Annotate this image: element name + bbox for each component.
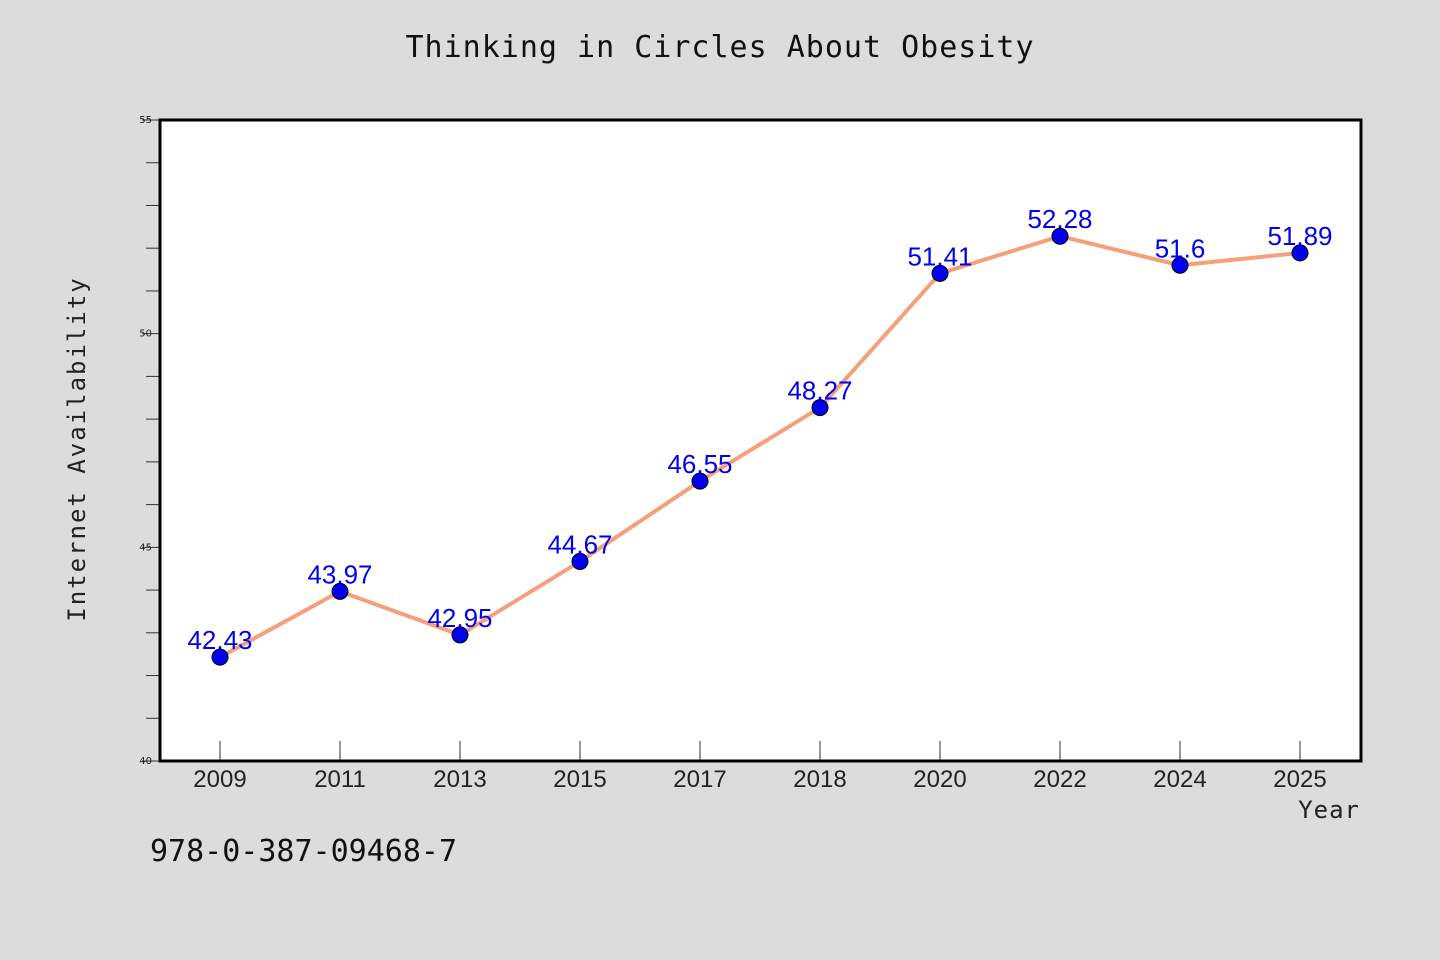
x-axis-label: Year — [1298, 796, 1360, 824]
y-tick-label: 50 — [139, 329, 152, 340]
data-point — [931, 264, 949, 282]
data-point — [571, 552, 589, 570]
x-tick-label: 2022 — [1033, 766, 1086, 793]
data-point — [211, 648, 229, 666]
plot-area — [160, 120, 1361, 761]
data-point — [1291, 244, 1309, 262]
data-label: 48.27 — [787, 376, 852, 406]
x-tick-label: 2015 — [553, 766, 606, 793]
data-label: 51.6 — [1155, 233, 1206, 263]
chart-title: Thinking in Circles About Obesity — [405, 30, 1035, 65]
x-tick-label: 2020 — [913, 766, 966, 793]
data-point — [451, 626, 469, 644]
data-label: 42.43 — [187, 625, 252, 655]
y-tick-label: 45 — [139, 542, 152, 553]
x-tick-label: 2011 — [314, 766, 366, 793]
data-point — [811, 399, 829, 417]
data-label: 46.55 — [667, 449, 732, 479]
x-tick-label: 2009 — [193, 766, 246, 793]
y-tick-label: 55 — [139, 115, 152, 126]
data-label: 52.28 — [1027, 204, 1092, 234]
data-label: 42.95 — [427, 603, 492, 633]
data-label: 51.41 — [907, 241, 972, 271]
x-tick-label: 2017 — [673, 766, 726, 793]
data-point — [331, 582, 349, 600]
plot-frame — [158, 118, 1363, 763]
x-tick-label: 2025 — [1273, 766, 1326, 793]
x-tick-label: 2013 — [433, 766, 486, 793]
data-label: 43.97 — [307, 559, 372, 589]
x-tick-label: 2018 — [793, 766, 846, 793]
y-tick-label: 40 — [139, 756, 152, 767]
y-axis-label: Internet Availability — [63, 276, 91, 622]
isbn-text: 978-0-387-09468-7 — [150, 834, 458, 869]
data-point — [691, 472, 709, 490]
data-label: 44.67 — [547, 529, 612, 559]
data-label: 51.89 — [1267, 221, 1332, 251]
data-point — [1051, 227, 1069, 245]
x-tick-label: 2024 — [1153, 766, 1206, 793]
data-point — [1171, 256, 1189, 274]
series-line — [219, 234, 1301, 659]
